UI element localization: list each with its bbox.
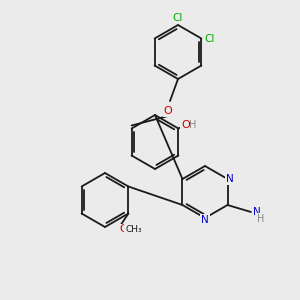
Text: N: N [201, 215, 209, 225]
Text: O: O [181, 121, 190, 130]
Text: CH₃: CH₃ [125, 225, 142, 234]
Text: O: O [119, 224, 128, 235]
Text: O: O [164, 106, 172, 116]
Text: N: N [253, 207, 261, 217]
Text: Cl: Cl [173, 13, 183, 23]
Text: H: H [189, 121, 196, 130]
Text: H: H [257, 214, 265, 224]
Text: N: N [226, 174, 233, 184]
Text: Cl: Cl [204, 34, 214, 44]
